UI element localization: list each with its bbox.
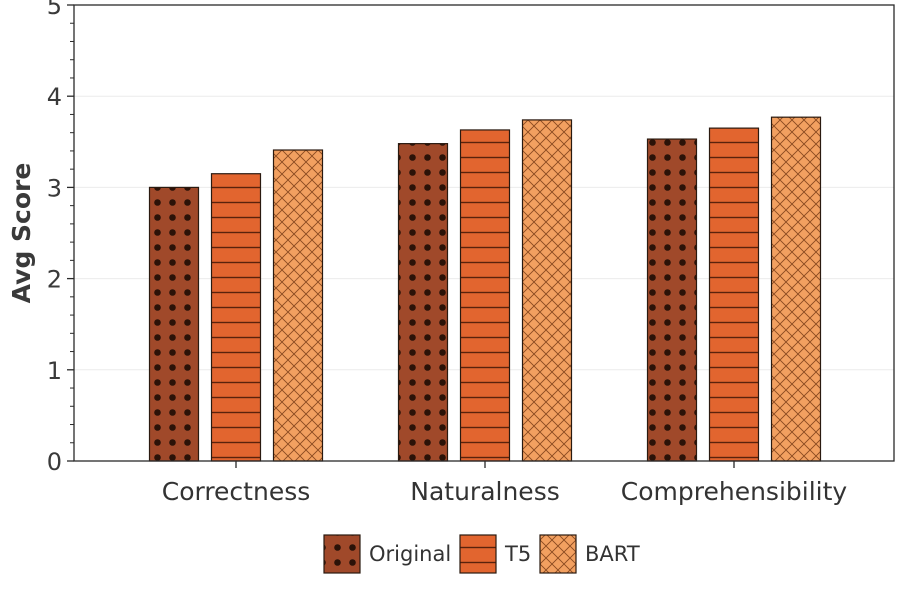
legend: Original T5 BART <box>323 534 640 574</box>
bar-t5-comprehensibility <box>708 127 760 462</box>
legend-label-bart: BART <box>585 542 640 566</box>
plot-frame <box>73 4 895 462</box>
bar-original-naturalness <box>397 143 449 462</box>
y-tick-label: 0 <box>47 448 62 476</box>
legend-label-t5: T5 <box>504 542 531 566</box>
bar-original-correctness <box>148 186 200 462</box>
y-tick-label: 4 <box>47 83 62 111</box>
x-tick-label: Naturalness <box>410 477 560 506</box>
y-tick-label: 1 <box>47 357 62 385</box>
y-tick-label: 3 <box>47 174 62 202</box>
legend-label-original: Original <box>369 542 451 566</box>
y-tick-label: 2 <box>47 266 62 294</box>
bar-bart-comprehensibility <box>770 116 822 462</box>
bar-original-comprehensibility <box>646 138 698 462</box>
legend-swatch-t5 <box>459 534 497 574</box>
legend-swatch-original <box>323 534 361 574</box>
x-tick-label: Comprehensibility <box>621 477 848 506</box>
y-axis-title: Avg Score <box>7 163 36 304</box>
bar-t5-naturalness <box>459 129 511 462</box>
legend-swatch-bart <box>539 534 577 574</box>
bar-t5-correctness <box>210 173 262 462</box>
y-tick-label: 5 <box>47 0 62 20</box>
axis-layer: 0 1 2 3 4 5 Correctness Naturalness Comprehensib… <box>47 0 848 506</box>
x-tick-label: Correctness <box>162 477 311 506</box>
bar-bart-naturalness <box>521 119 573 462</box>
bars-layer <box>148 116 822 462</box>
bar-bart-correctness <box>272 149 324 462</box>
